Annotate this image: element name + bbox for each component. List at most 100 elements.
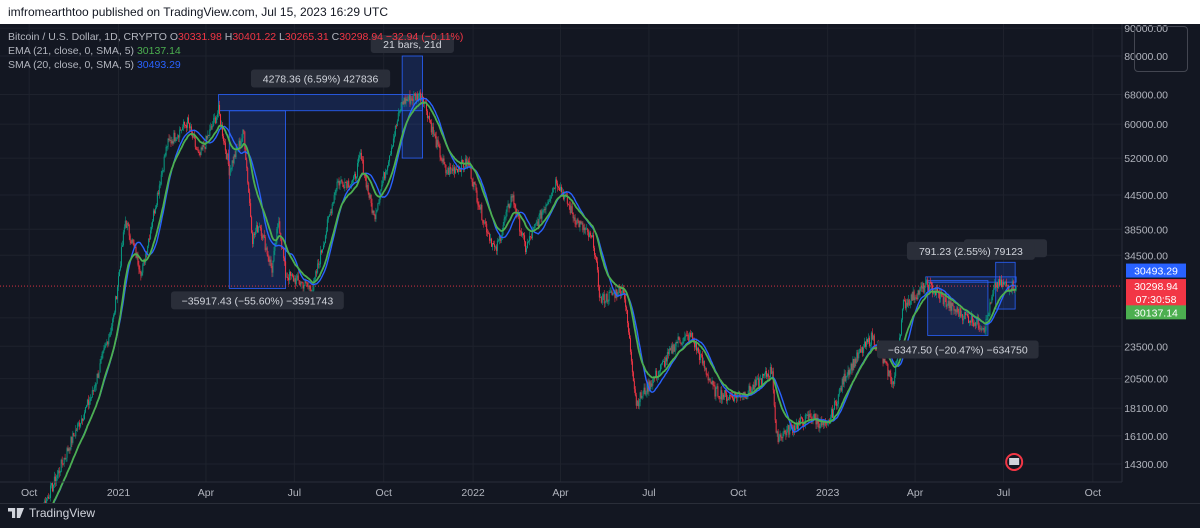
candle-body	[389, 155, 391, 162]
candle-body	[91, 390, 93, 398]
sma-row[interactable]: SMA (20, close, 0, SMA, 5) 30493.29	[8, 58, 463, 72]
candle-body	[860, 349, 862, 353]
candle-body	[277, 223, 279, 230]
candle-body	[114, 312, 116, 316]
candle-body	[364, 175, 366, 177]
candle-body	[327, 216, 329, 220]
candle-body	[404, 97, 406, 104]
candle-body	[874, 345, 876, 349]
candle-body	[814, 414, 816, 419]
candle-body	[255, 225, 257, 232]
candle-body	[598, 286, 600, 298]
candle-body	[834, 401, 836, 403]
candle-body	[867, 337, 869, 343]
price-tick-label: 23500.00	[1124, 341, 1168, 353]
candle-body	[655, 370, 657, 378]
candle-body	[433, 133, 435, 135]
candle-body	[785, 431, 787, 436]
candle-body	[754, 380, 756, 390]
candle-body	[626, 306, 628, 311]
candle-body	[809, 413, 811, 418]
candle-body	[212, 125, 214, 128]
candle-body	[722, 394, 724, 400]
candle-body	[116, 296, 118, 300]
scale-toggle[interactable]	[1134, 26, 1188, 72]
candle-body	[523, 233, 525, 236]
candle-body	[725, 390, 727, 393]
candle-body	[368, 192, 370, 198]
candle-body	[346, 182, 348, 188]
candle-body	[906, 302, 908, 306]
candle-body	[628, 323, 630, 333]
candle-body	[363, 174, 365, 176]
candle-body	[524, 235, 526, 242]
candle-body	[769, 366, 771, 378]
candle-body	[210, 126, 212, 130]
candle-body	[281, 239, 283, 248]
ema-row[interactable]: EMA (21, close, 0, SMA, 5) 30137.14	[8, 44, 463, 58]
candle-body	[530, 237, 532, 239]
candle-body	[916, 297, 918, 300]
candle-body	[109, 333, 111, 338]
candle-body	[782, 433, 784, 439]
candle-body	[692, 332, 694, 340]
candle-body	[842, 378, 844, 385]
candle-body	[1015, 286, 1017, 290]
candle-body	[1002, 282, 1004, 287]
candle-body	[979, 328, 981, 330]
candle-body	[115, 296, 117, 313]
candle-body	[273, 250, 275, 261]
candle-body	[365, 176, 367, 188]
candle-body	[775, 420, 777, 433]
candle-body	[63, 457, 65, 465]
candle-body	[418, 96, 420, 101]
candle-body	[831, 409, 833, 418]
candle-body	[493, 244, 495, 247]
candle-body	[399, 111, 401, 113]
candle-body	[407, 100, 409, 101]
candle-body	[718, 396, 720, 398]
candle-body	[683, 337, 685, 342]
candle-body	[77, 423, 79, 430]
candle-body	[337, 181, 339, 183]
candle-body	[861, 347, 863, 353]
candle-body	[199, 153, 201, 156]
candle-body	[481, 204, 483, 221]
candle-body	[570, 206, 572, 214]
candle-body	[947, 300, 949, 305]
candle-body	[699, 354, 701, 361]
candle-body	[905, 302, 907, 309]
candle-body	[174, 132, 176, 142]
price-chart[interactable]: 4278.36 (6.59%) 427836 −35917.43 (−55.60%…	[0, 24, 1200, 503]
candle-body	[845, 376, 847, 381]
candle-body	[636, 400, 638, 406]
candle-body	[633, 381, 635, 390]
candle-body	[887, 363, 889, 377]
candle-body	[730, 395, 732, 397]
candle-body	[386, 170, 388, 172]
candle-body	[727, 398, 729, 402]
candle-body	[757, 378, 759, 379]
candle-body	[554, 187, 556, 189]
candle-body	[123, 227, 125, 233]
candle-body	[822, 421, 824, 426]
candle-body	[567, 203, 569, 205]
candle-body	[167, 138, 169, 147]
candle-body	[451, 168, 453, 170]
candle-body	[996, 282, 998, 288]
candle-body	[377, 203, 379, 210]
candle-body	[695, 341, 697, 348]
candle-body	[884, 359, 886, 363]
candle-body	[929, 282, 931, 292]
candle-body	[679, 339, 681, 343]
candle-body	[460, 159, 462, 172]
candle-body	[419, 92, 421, 97]
candle-body	[559, 187, 561, 191]
candle-body	[347, 180, 349, 188]
event-flag-inner	[1009, 458, 1020, 465]
candle-body	[883, 359, 885, 364]
candle-body	[770, 366, 772, 374]
candle-body	[555, 179, 557, 189]
candle-body	[170, 139, 172, 144]
candle-body	[557, 183, 559, 187]
